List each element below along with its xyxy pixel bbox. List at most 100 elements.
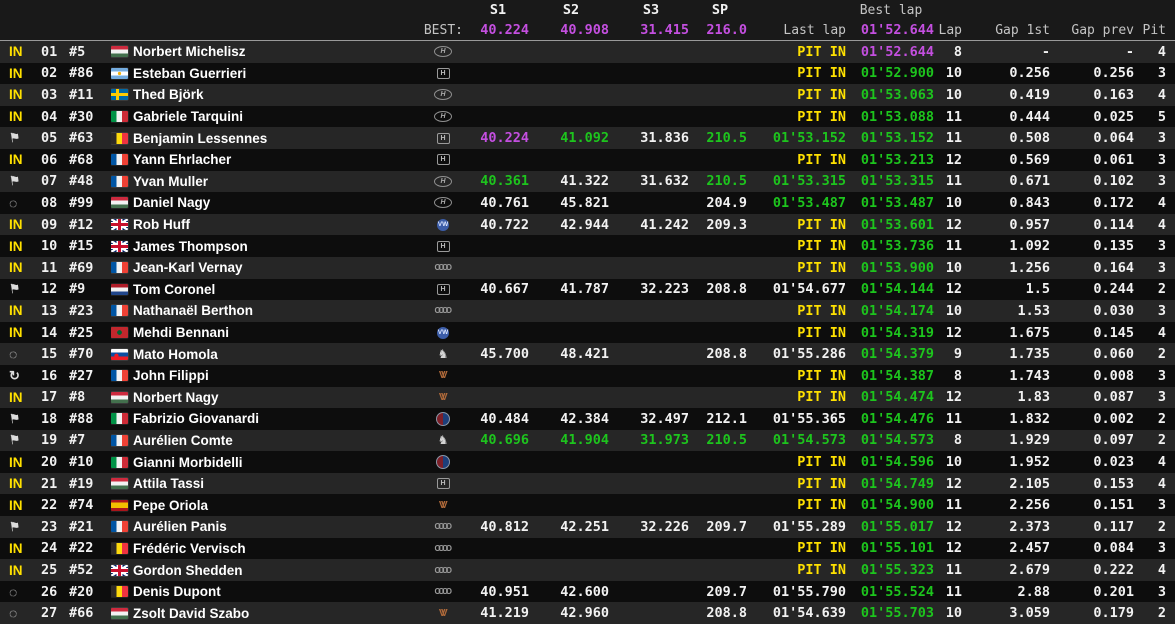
car-number: #74: [69, 497, 94, 514]
lap-count: 11: [945, 130, 962, 147]
best-lap-time: 01'53.736: [860, 238, 934, 255]
car-number: #23: [69, 302, 94, 319]
car-number: #25: [69, 324, 94, 341]
lap-count: 10: [945, 259, 962, 276]
pit-count: 4: [1157, 562, 1166, 579]
pit-in-status: IN: [9, 238, 23, 254]
gap-to-first: 3.059: [1009, 605, 1050, 622]
status-cell: ⚑: [3, 408, 39, 430]
gap-to-first: 0.957: [1009, 216, 1050, 233]
driver-cell: Daniel Nagy: [111, 195, 421, 210]
table-row: ◌ 26 #20 Denis Dupont OOOO 40.951 42.600 209.7 0…: [0, 580, 1175, 603]
lap-count: 11: [945, 562, 962, 579]
position: 01: [41, 43, 58, 60]
lap-count: 8: [953, 432, 962, 449]
gap-to-prev: 0.256: [1093, 65, 1134, 82]
brand-alfa-icon: [436, 455, 450, 470]
table-row: IN 03 #11 Thed Björk H PIT IN 01'53.063 10 0.419…: [0, 84, 1175, 106]
brand-cell: ♞: [421, 430, 465, 452]
status-cell: ⚑: [3, 171, 39, 193]
pit-in-status: IN: [9, 260, 23, 276]
driver-cell: Jean-Karl Vernay: [111, 260, 421, 275]
out-lap-icon: ◌: [9, 605, 18, 622]
uk-flag-icon: [111, 564, 128, 576]
table-row: IN 02 #86 Esteban Guerrieri H PIT IN 01'52.900…: [0, 62, 1175, 85]
car-number: #63: [69, 130, 94, 147]
position: 02: [41, 65, 58, 82]
last-lap-time: 01'54.639: [772, 605, 846, 622]
sector3-time: 41.242: [640, 216, 689, 233]
lap-count: 10: [945, 194, 962, 211]
car-number: #88: [69, 410, 94, 427]
brand-honda-icon: H: [436, 240, 450, 252]
lap-count: 10: [945, 302, 962, 319]
driver-name: Mato Homola: [133, 346, 218, 362]
best-lap-time: 01'53.900: [860, 259, 934, 276]
brand-cell: H: [421, 235, 465, 257]
best-lap-time: 01'53.213: [860, 151, 934, 168]
sector2-time: 42.960: [560, 605, 609, 622]
gap-to-prev: 0.222: [1093, 562, 1134, 579]
position: 23: [41, 518, 58, 535]
brand-cell: VV: [421, 494, 465, 516]
gap-to-prev: 0.102: [1093, 173, 1134, 190]
position: 24: [41, 540, 58, 557]
argentina-flag-icon: [111, 67, 128, 79]
driver-name: Aurélien Panis: [133, 519, 227, 535]
pit-count: 4: [1157, 454, 1166, 471]
brand-cell: VW: [421, 214, 465, 236]
sector3-time: 32.226: [640, 518, 689, 535]
best-label: BEST:: [423, 22, 463, 38]
speed-trap: 208.8: [706, 605, 747, 622]
car-number: #99: [69, 194, 94, 211]
session-best-sp: 216.0: [706, 22, 747, 38]
brand-hyundai-icon: H: [434, 175, 452, 187]
france-flag-icon: [111, 262, 128, 274]
last-lap-time: PIT IN: [797, 238, 846, 255]
brand-cell: OOOO: [421, 300, 465, 322]
pit-count: 2: [1157, 605, 1166, 622]
position: 08: [41, 194, 58, 211]
status-cell: IN: [3, 257, 39, 279]
last-lap-time: 01'54.677: [772, 281, 846, 298]
driver-cell: Denis Dupont: [111, 584, 421, 599]
column-header-s1: S1: [489, 2, 507, 18]
gap-to-first: 2.373: [1009, 518, 1050, 535]
pit-count: 3: [1157, 583, 1166, 600]
france-flag-icon: [111, 521, 128, 533]
brand-cell: VV: [421, 365, 465, 387]
out-lap-icon: ◌: [9, 194, 18, 211]
driver-name: Norbert Nagy: [133, 389, 219, 405]
france-flag-icon: [111, 154, 128, 166]
brand-cupra-icon: VV: [438, 370, 448, 382]
driver-name: Mehdi Bennani: [133, 325, 230, 341]
pit-count: 3: [1157, 259, 1166, 276]
speed-trap: 204.9: [706, 194, 747, 211]
column-header-gap-prev: Gap prev: [1071, 22, 1134, 38]
position: 12: [41, 281, 58, 298]
table-row: ↻ 16 #27 John Filippi VV PIT IN 01'54.387 8 1.74…: [0, 364, 1175, 387]
lap-count: 8: [953, 367, 962, 384]
pit-count: 3: [1157, 130, 1166, 147]
france-flag-icon: [111, 434, 128, 446]
sector1-time: 40.224: [480, 130, 529, 147]
checkered-flag-icon: ⚑: [7, 129, 22, 146]
table-row: ◌ 15 #70 Mato Homola ♞ 45.700 48.421 208.8 01'55…: [0, 343, 1175, 365]
hungary-flag-icon: [111, 391, 128, 403]
brand-cell: H: [421, 127, 465, 149]
driver-cell: Frédéric Vervisch: [111, 541, 421, 556]
pit-count: 3: [1157, 65, 1166, 82]
brand-hyundai-icon: H: [434, 89, 452, 101]
status-cell: IN: [3, 494, 39, 516]
status-cell: IN: [3, 322, 39, 344]
driver-name: Jean-Karl Vernay: [133, 260, 243, 276]
lap-count: 10: [945, 86, 962, 103]
sector1-time: 41.219: [480, 605, 529, 622]
gap-to-prev: 0.097: [1093, 432, 1134, 449]
gap-to-prev: 0.164: [1093, 259, 1134, 276]
gap-to-prev: 0.025: [1093, 108, 1134, 125]
table-row: IN 04 #30 Gabriele Tarquini H PIT IN 01'53.088…: [0, 105, 1175, 128]
brand-cell: VV: [421, 387, 465, 409]
brand-hyundai-icon: H: [434, 111, 452, 123]
car-number: #66: [69, 605, 94, 622]
